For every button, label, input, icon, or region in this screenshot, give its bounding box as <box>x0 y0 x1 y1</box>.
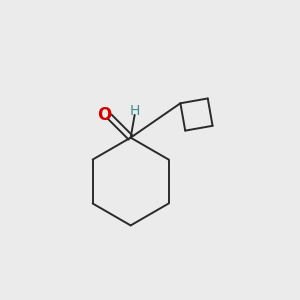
Text: O: O <box>97 106 112 124</box>
Text: H: H <box>130 104 140 118</box>
